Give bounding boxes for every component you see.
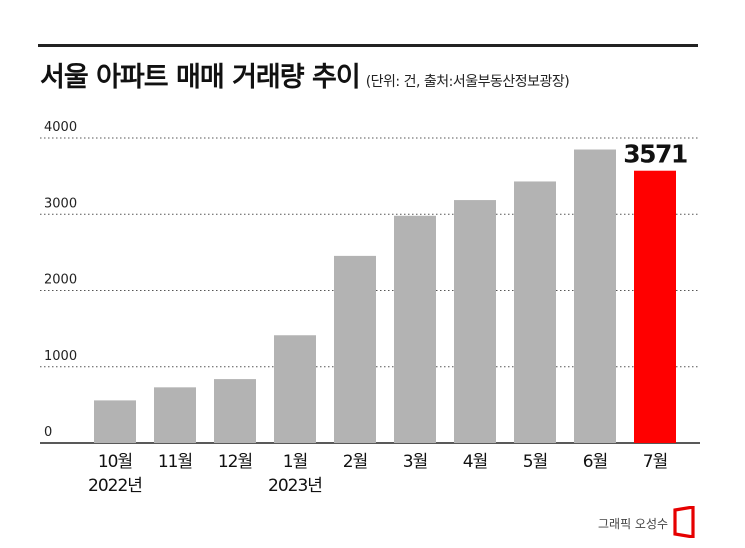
bars — [94, 149, 676, 444]
x-tick-label: 3월 — [403, 452, 427, 472]
x-tick-label: 6월 — [583, 452, 607, 472]
y-tick-label: 1000 — [44, 349, 77, 364]
x-tick-label: 10월 — [98, 452, 132, 472]
bar — [514, 181, 556, 443]
bar — [214, 379, 256, 443]
y-tick-label: 0 — [44, 425, 52, 440]
x-tick-label: 1월 — [283, 452, 307, 472]
bar — [334, 255, 376, 443]
publisher-logo-icon — [673, 506, 695, 538]
bar — [454, 200, 496, 443]
x-tick-label: 12월 — [218, 452, 252, 472]
bar — [274, 335, 316, 443]
x-tick-label: 5월 — [523, 452, 547, 472]
credit-text: 그래픽 오성수 — [598, 517, 669, 531]
axis-labels: 0 1000 2000 3000 4000 10월 2022년 11월 12월 1월 2023년 2월… — [44, 120, 688, 496]
y-tick-label: 2000 — [44, 273, 77, 288]
chart-subtitle: (단위: 건, 출처:서울부동산정보광장) — [365, 74, 570, 90]
x-tick-label: 2월 — [343, 452, 367, 472]
highlight-data-label: 3571 — [623, 140, 687, 169]
x-year-label: 2023년 — [268, 476, 322, 496]
bar — [154, 387, 196, 443]
bar-highlighted — [634, 170, 676, 443]
bar — [574, 149, 616, 444]
x-tick-label: 4월 — [463, 452, 487, 472]
title-top-rule — [38, 44, 698, 47]
x-year-label: 2022년 — [88, 476, 142, 496]
y-tick-label: 3000 — [44, 196, 77, 211]
bar — [94, 400, 136, 443]
chart-title-row: 서울 아파트 매매 거래량 추이 (단위: 건, 출처:서울부동산정보광장) — [40, 55, 700, 95]
y-tick-label: 4000 — [44, 120, 77, 135]
bar — [394, 215, 436, 443]
x-tick-label: 11월 — [158, 452, 192, 472]
chart-title: 서울 아파트 매매 거래량 추이 — [40, 62, 361, 93]
x-tick-label: 7월 — [643, 452, 667, 472]
